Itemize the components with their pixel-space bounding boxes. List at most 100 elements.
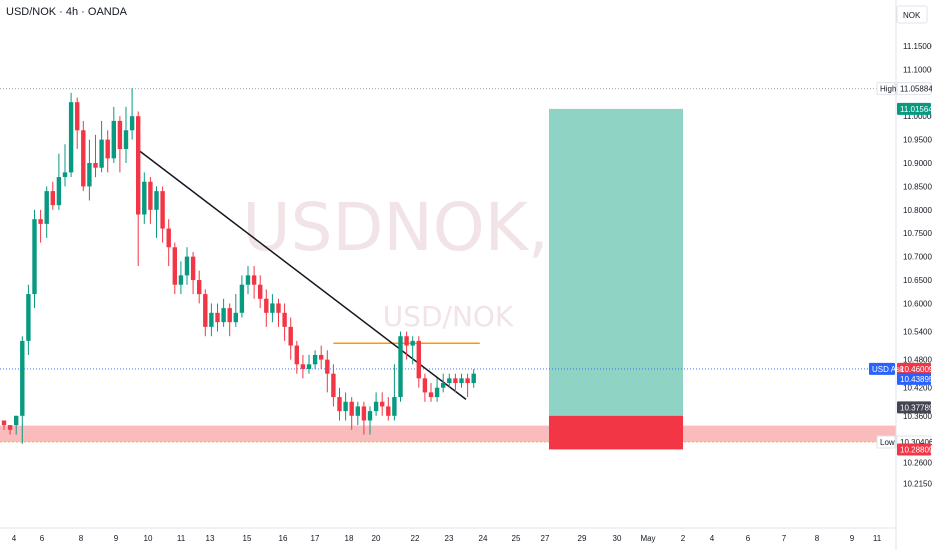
time-tick-label: 29	[578, 534, 587, 543]
candle-body	[166, 228, 171, 248]
price-tag-value: 10.37789	[900, 403, 932, 412]
time-tick-label: 16	[279, 534, 288, 543]
price-tag-label: High	[880, 85, 896, 94]
price-tag-label-box	[876, 82, 896, 96]
time-tick-label: 20	[372, 534, 381, 543]
time-tick-label: 6	[746, 534, 751, 543]
candle-body	[81, 130, 86, 187]
time-tick-label: 13	[206, 534, 215, 543]
price-tag-label-box	[869, 362, 895, 375]
time-tick-label: 25	[512, 534, 521, 543]
time-tick-label: May	[640, 534, 655, 543]
price-tag-box	[897, 401, 931, 414]
candle-body	[203, 294, 208, 327]
candle-body	[270, 303, 275, 313]
candle-body	[465, 378, 470, 384]
candle-body	[380, 401, 385, 407]
candle-body	[93, 163, 98, 168]
time-tick-label: 4	[12, 534, 17, 543]
price-tag-box	[896, 82, 932, 96]
candle-body	[1, 420, 7, 426]
candle-body	[99, 139, 104, 168]
candle-body	[337, 397, 342, 412]
price-tick-label: 10.85000	[903, 182, 932, 191]
candle-body	[233, 312, 238, 323]
time-tick-label: 18	[345, 534, 354, 543]
price-tag-box	[897, 102, 931, 115]
time-tick-label: 4	[710, 534, 715, 543]
candle-body	[361, 406, 367, 421]
price-tag-label: USD Ask	[872, 365, 905, 374]
candle-body	[26, 294, 31, 341]
candle-body	[404, 336, 409, 346]
candle-body	[178, 275, 184, 285]
candle-body	[123, 130, 129, 149]
candle-body	[68, 102, 74, 173]
candle-body	[56, 177, 62, 206]
candle-body	[184, 256, 190, 276]
price-tick-label: 10.80000	[903, 206, 932, 215]
candle-body	[422, 378, 428, 393]
candle-body	[416, 340, 421, 379]
price-tick-label: 10.95000	[903, 136, 932, 145]
price-tick-label: 10.60000	[903, 299, 932, 308]
candle-body	[136, 116, 141, 215]
candle-body	[276, 303, 281, 313]
support-zone	[0, 425, 896, 442]
candle-body	[62, 172, 68, 178]
candle-body	[117, 120, 123, 149]
time-tick-label: 8	[79, 534, 84, 543]
long-position-stop-zone	[549, 415, 683, 450]
price-tag-label: Low	[880, 438, 895, 447]
time-tick-label: 9	[850, 534, 855, 543]
price-tick-label: 10.54000	[903, 328, 932, 337]
candle-body	[434, 387, 440, 398]
time-tick-label: 27	[541, 534, 550, 543]
currency-label: NOK	[903, 11, 921, 20]
candle-body	[32, 219, 37, 295]
candle-body	[349, 401, 354, 416]
candle-body	[459, 378, 464, 384]
candle-body	[148, 181, 153, 210]
candle-body	[373, 401, 379, 412]
candle-body	[312, 354, 318, 365]
time-tick-label: 11	[873, 534, 882, 543]
candle-body	[300, 364, 306, 369]
candle-body	[306, 364, 312, 369]
candle-body	[319, 354, 324, 360]
price-tag-value: 10.28809	[900, 445, 932, 454]
price-tag-box	[897, 362, 931, 375]
time-tick-label: 15	[243, 534, 252, 543]
price-tick-label: 10.36000	[903, 412, 932, 421]
candle-body	[129, 116, 135, 131]
candle-body	[367, 411, 373, 421]
candle-body	[209, 312, 214, 327]
price-tick-label: 10.48000	[903, 356, 932, 365]
candle-body	[251, 275, 257, 285]
time-tick-label: 30	[613, 534, 622, 543]
candle-body	[105, 139, 110, 159]
candle-body	[142, 181, 147, 215]
price-tag-label-box	[876, 435, 896, 449]
candle-body	[245, 275, 251, 285]
price-tick-label: 10.65000	[903, 276, 932, 285]
candle-body	[190, 256, 196, 281]
candle-body	[428, 392, 434, 398]
price-tick-label: 10.21500	[903, 480, 932, 489]
candle-body	[264, 298, 269, 313]
long-position-target-zone	[549, 108, 683, 416]
candle-body	[20, 340, 25, 416]
time-tick-label: 10	[144, 534, 153, 543]
time-tick-label: 2	[681, 534, 686, 543]
candle-body	[87, 163, 92, 187]
candle-body	[325, 359, 330, 374]
price-tag-value: 11.01564	[900, 105, 932, 114]
candle-body	[331, 373, 336, 398]
time-tick-label: 17	[311, 534, 320, 543]
candle-body	[7, 425, 13, 430]
price-tag-value: 10.43895	[900, 375, 932, 384]
candle-body	[14, 415, 19, 426]
candle-body	[398, 336, 403, 398]
watermark-pair: USD/NOK	[383, 300, 514, 333]
